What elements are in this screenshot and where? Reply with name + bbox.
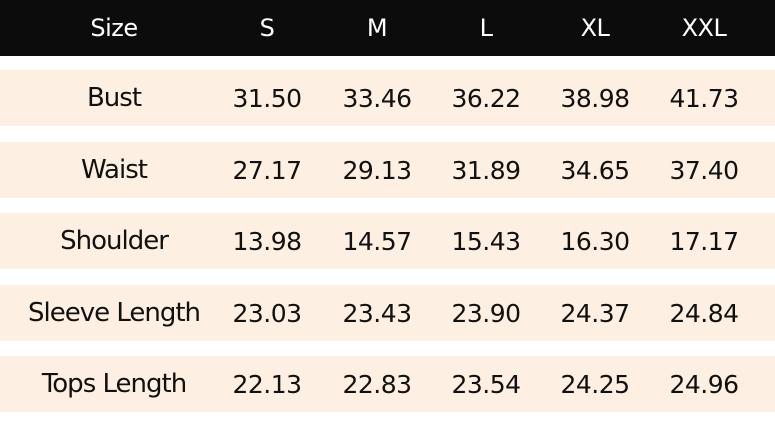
measurement: 14.57 [342,226,412,256]
measurement: 24.37 [560,298,630,328]
header-label: Size [90,14,138,42]
measurement: 41.73 [669,83,739,113]
measurement: 23.43 [342,298,412,328]
measurement: 23.03 [232,298,302,328]
measurement: 16.30 [560,226,630,256]
row-label: Sleeve Length [27,298,201,328]
measurement: 24.84 [669,298,739,328]
measurement: 27.17 [232,155,302,185]
header-row: Size S M L XL XXL [0,0,775,56]
table-row: Shoulder 13.98 14.57 15.43 16.30 17.17 [0,213,775,269]
measurement: 22.83 [342,369,412,399]
row-label: Tops Length [41,369,187,399]
size-header: L [479,14,493,42]
row-label: Shoulder [60,226,169,256]
size-header: XL [580,14,610,42]
measurement: 15.43 [451,226,521,256]
measurement: 24.25 [560,369,630,399]
table-row: Tops Length 22.13 22.83 23.54 24.25 24.96 [0,356,775,412]
measurement: 24.96 [669,369,739,399]
measurement: 23.90 [451,298,521,328]
size-header: M [366,14,388,42]
table-row: Waist 27.17 29.13 31.89 34.65 37.40 [0,142,775,198]
measurement: 36.22 [451,83,521,113]
measurement: 33.46 [342,83,412,113]
measurement: 29.13 [342,155,412,185]
measurement: 37.40 [669,155,739,185]
measurement: 23.54 [451,369,521,399]
row-label: Waist [81,155,148,185]
size-header: XXL [681,14,727,42]
size-header: S [259,14,275,42]
measurement: 31.89 [451,155,521,185]
measurement: 38.98 [560,83,630,113]
measurement: 17.17 [669,226,739,256]
measurement: 34.65 [560,155,630,185]
measurement: 22.13 [232,369,302,399]
measurement: 31.50 [232,83,302,113]
table-row: Sleeve Length 23.03 23.43 23.90 24.37 24.84 [0,285,775,341]
row-label: Bust [86,83,142,113]
table-row: Bust 31.50 33.46 36.22 38.98 41.73 [0,70,775,126]
measurement: 13.98 [232,226,302,256]
